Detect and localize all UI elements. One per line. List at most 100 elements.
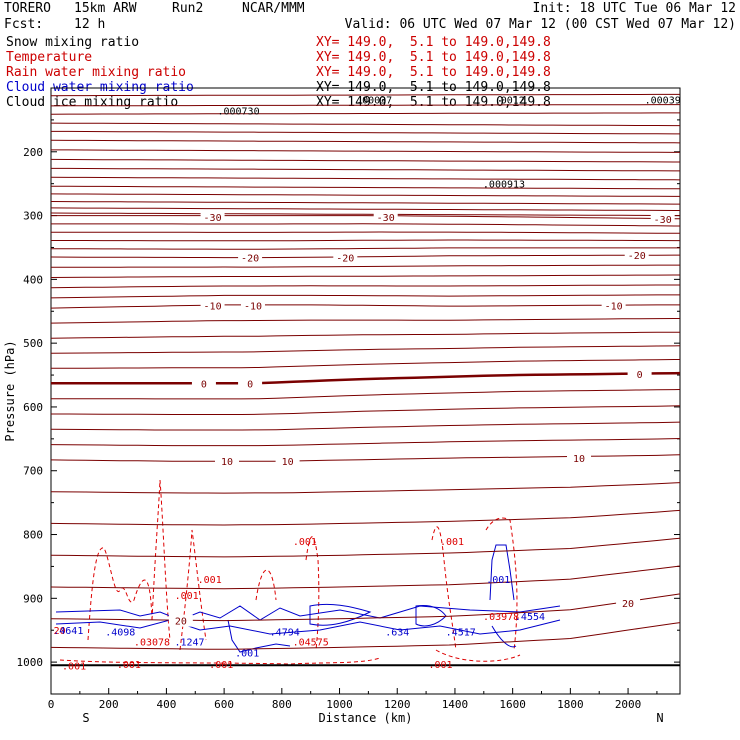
field-name-temperature: Temperature (6, 50, 93, 65)
field-name-snow: Snow mixing ratio (6, 35, 140, 50)
rain-label: .001 (198, 575, 222, 586)
cloud-ice-label: .00039 (645, 95, 681, 106)
field-name-rain: Rain water mixing ratio (6, 65, 187, 80)
field-xy-temperature: XY= 149.0, 5.1 to 149.0,149.8 (316, 50, 551, 65)
isotherm-label: -10 (244, 302, 262, 313)
contour-labels: -30 -30 -30 -20 -20 -20 -10 -10 -10 0 0 0 10 10 10 20 20… (53, 95, 680, 672)
x-tick-label: 1000 (326, 698, 353, 711)
isotherm-label: -30 (204, 213, 222, 224)
isotherm-label: 0 (247, 379, 253, 390)
y-tick-label: 800 (23, 529, 43, 542)
rain-label: 20 (54, 626, 66, 637)
x-tick-label: 800 (272, 698, 292, 711)
rain-label: .03978 (483, 612, 519, 623)
isotherm-label: -30 (654, 215, 672, 226)
cloud-water-label: .4554 (515, 612, 545, 623)
south-label: S (82, 711, 89, 725)
isotherm-label-bg (333, 251, 358, 264)
isotherm-label-bg (200, 299, 225, 312)
cloud-water-label: .001 (235, 649, 259, 660)
isotherm (50, 254, 680, 259)
y-tick-label: 700 (23, 465, 43, 478)
isotherm (50, 207, 680, 211)
x-tick-label: 1800 (557, 698, 584, 711)
temperature-isotherms (50, 93, 681, 650)
cloud-water-contour (309, 603, 372, 626)
x-tick-label: 600 (214, 698, 234, 711)
x-tick-label: 0 (48, 698, 55, 711)
isotherm (50, 359, 680, 369)
cloud-water-label: .4794 (270, 627, 300, 638)
forecast-label: Fcst: (4, 17, 44, 32)
rain-label: .001 (440, 537, 464, 548)
isotherm (51, 215, 681, 220)
isotherm-label-bg (275, 455, 300, 468)
isotherm-label-bg (200, 210, 225, 223)
isotherm (50, 176, 681, 181)
isotherm (51, 130, 680, 135)
isotherm-label: -30 (377, 213, 395, 224)
field-xy-cloud-ice: XY= 149.0, 5.1 to 149.0,149.8 (316, 95, 551, 110)
isotherm-label: 20 (175, 617, 187, 628)
cloud-water-contour (489, 544, 515, 601)
field-xy-snow: XY= 149.0, 5.1 to 149.0,149.8 (316, 35, 551, 50)
isotherm (50, 212, 680, 217)
isotherm (50, 304, 680, 309)
isotherm-label-bg (616, 596, 641, 609)
rain-contour (87, 547, 153, 641)
valid-time: Valid: 06 UTC Wed 07 Mar 12 (00 CST Wed … (344, 17, 736, 32)
forecast-value: 12 h (74, 17, 106, 32)
isotherm (51, 389, 681, 400)
isotherm-label: 10 (282, 457, 294, 468)
isotherm-label-bg (567, 451, 592, 464)
model-resolution: 15km ARW (74, 1, 137, 16)
isotherm (50, 201, 680, 205)
y-axis-label: Pressure (hPa) (3, 340, 17, 441)
isotherm (50, 185, 680, 190)
cloud-water-label: .4517 (446, 627, 476, 638)
isotherm (50, 482, 681, 494)
isotherm-label-bg (215, 455, 240, 468)
cloud-water-label: .4098 (105, 627, 135, 638)
y-tick-label: 400 (23, 273, 43, 286)
isotherm-label: -20 (336, 254, 354, 265)
isotherm-label: 0 (637, 370, 643, 381)
isotherm-label: 10 (573, 454, 585, 465)
isotherm-label-bg (627, 367, 652, 380)
isotherm (50, 421, 681, 431)
rain-label: .001 (117, 660, 141, 671)
isotherm (50, 331, 680, 339)
cloud-water-contour (55, 619, 561, 635)
rain-label: .001 (175, 591, 199, 602)
isotherm-label: 10 (221, 457, 233, 468)
isotherm (50, 565, 681, 590)
isotherm (51, 239, 680, 242)
cloud-water-label: .001 (486, 575, 510, 586)
isotherm (50, 345, 681, 354)
isotherm (50, 122, 680, 127)
y-tick-label: 500 (23, 337, 43, 350)
cloud-ice-label: .0012 (495, 95, 525, 106)
rain-contour (431, 526, 457, 651)
y-tick-label: 600 (23, 401, 43, 414)
isotherm (50, 284, 680, 289)
isotherm-label-bg (624, 249, 649, 262)
rain-label: .001 (209, 660, 233, 671)
rain-label: .001 (62, 661, 86, 672)
y-tick-label: 900 (23, 592, 43, 605)
isotherm-label: 0 (201, 379, 207, 390)
isotherm (50, 318, 680, 324)
isotherm (51, 223, 680, 227)
x-tick-label: 400 (156, 698, 176, 711)
cloud-ice-label: .00037 (356, 95, 392, 106)
isotherm-label-bg (168, 614, 193, 627)
isotherm (50, 193, 680, 197)
isotherm-label-bg (240, 299, 265, 312)
cloud-water-label: .4641 (53, 626, 83, 637)
isotherm-label: 20 (622, 599, 634, 610)
isotherm-label-bg (191, 377, 216, 390)
isotherm (51, 264, 680, 268)
isotherm (50, 112, 680, 115)
cloud-water-label: .634 (385, 627, 409, 638)
